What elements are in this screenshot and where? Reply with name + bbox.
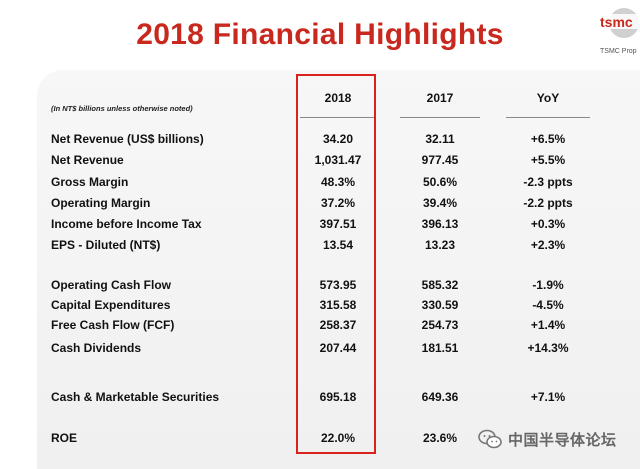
watermark: 中国半导体论坛 bbox=[478, 428, 617, 450]
tsmc-logo: tsmc bbox=[598, 8, 640, 38]
value-2017: 585.32 bbox=[421, 278, 459, 292]
value-2017: 254.73 bbox=[421, 318, 459, 332]
value-2018: 34.20 bbox=[322, 132, 354, 146]
table-row: Net Revenue (US$ billions) 34.20 32.11 +6.5… bbox=[0, 132, 640, 148]
value-2018: 258.37 bbox=[319, 318, 357, 332]
value-2018: 207.44 bbox=[319, 341, 357, 355]
column-header-yoy: YoY bbox=[506, 84, 590, 118]
column-header-2017: 2017 bbox=[400, 84, 480, 118]
value-2018: 48.3% bbox=[320, 175, 356, 189]
logo-caption: TSMC Prop bbox=[600, 48, 637, 55]
value-2018: 573.95 bbox=[319, 278, 357, 292]
value-2017: 181.51 bbox=[421, 341, 459, 355]
row-label: ROE bbox=[51, 431, 78, 445]
table-row: Cash & Marketable Securities 695.18 649.36… bbox=[0, 390, 640, 406]
value-2018: 315.58 bbox=[319, 298, 357, 312]
units-note: (In NT$ billions unless otherwise noted) bbox=[51, 104, 193, 113]
value-2018: 1,031.47 bbox=[314, 153, 362, 167]
column-header-2018: 2018 bbox=[300, 84, 376, 118]
value-yoy: +2.3% bbox=[530, 238, 566, 252]
row-label: Net Revenue (US$ billions) bbox=[51, 132, 204, 146]
row-label: Income before Income Tax bbox=[51, 217, 202, 231]
value-yoy: +5.5% bbox=[530, 153, 566, 167]
highlight-box-2018 bbox=[296, 74, 376, 454]
table-row: Income before Income Tax 397.51 396.13 +0.3… bbox=[0, 217, 640, 233]
row-label: Net Revenue bbox=[51, 153, 124, 167]
logo-wordmark: tsmc bbox=[600, 14, 633, 30]
row-label: Free Cash Flow (FCF) bbox=[51, 318, 175, 332]
value-yoy: +7.1% bbox=[530, 390, 566, 404]
table-row: ROE 22.0% 23.6% bbox=[0, 431, 640, 447]
table-panel bbox=[37, 70, 640, 469]
value-2018: 695.18 bbox=[319, 390, 357, 404]
value-2017: 649.36 bbox=[421, 390, 459, 404]
value-2017: 50.6% bbox=[422, 175, 458, 189]
value-2017: 23.6% bbox=[422, 431, 458, 445]
value-yoy: +1.4% bbox=[530, 318, 566, 332]
value-2017: 39.4% bbox=[422, 196, 458, 210]
table-row: Operating Cash Flow 573.95 585.32 -1.9% bbox=[0, 278, 640, 294]
watermark-text: 中国半导体论坛 bbox=[508, 431, 617, 449]
row-label: Operating Cash Flow bbox=[51, 278, 172, 292]
row-label: EPS - Diluted (NT$) bbox=[51, 238, 161, 252]
table-row: Cash Dividends 207.44 181.51 +14.3% bbox=[0, 341, 640, 357]
table-row: Capital Expenditures 315.58 330.59 -4.5% bbox=[0, 298, 640, 314]
value-2017: 977.45 bbox=[421, 153, 459, 167]
value-yoy: +0.3% bbox=[530, 217, 566, 231]
value-yoy: -2.3 ppts bbox=[523, 175, 573, 189]
row-label: Capital Expenditures bbox=[51, 298, 171, 312]
row-label: Operating Margin bbox=[51, 196, 151, 210]
value-2017: 32.11 bbox=[425, 132, 455, 146]
table-row: Free Cash Flow (FCF) 258.37 254.73 +1.4% bbox=[0, 318, 640, 334]
table-row: Operating Margin 37.2% 39.4% -2.2 ppts bbox=[0, 196, 640, 212]
value-2017: 13.23 bbox=[424, 238, 456, 252]
value-2018: 13.54 bbox=[322, 238, 354, 252]
value-2017: 396.13 bbox=[421, 217, 459, 231]
value-yoy: -4.5% bbox=[532, 298, 564, 312]
value-yoy: +6.5% bbox=[530, 132, 566, 146]
table-row: Gross Margin 48.3% 50.6% -2.3 ppts bbox=[0, 175, 640, 191]
value-2018: 22.0% bbox=[320, 431, 356, 445]
value-yoy: -1.9% bbox=[532, 278, 564, 292]
table-row: EPS - Diluted (NT$) 13.54 13.23 +2.3% bbox=[0, 238, 640, 254]
table-row: Net Revenue 1,031.47 977.45 +5.5% bbox=[0, 153, 640, 169]
wechat-icon bbox=[478, 429, 502, 449]
value-2017: 330.59 bbox=[421, 298, 459, 312]
row-label: Cash Dividends bbox=[51, 341, 142, 355]
value-yoy: -2.2 ppts bbox=[523, 196, 573, 210]
slide-title: 2018 Financial Highlights bbox=[136, 18, 504, 51]
row-label: Cash & Marketable Securities bbox=[51, 390, 220, 404]
value-2018: 397.51 bbox=[319, 217, 357, 231]
value-yoy: +14.3% bbox=[527, 341, 569, 355]
row-label: Gross Margin bbox=[51, 175, 129, 189]
value-2018: 37.2% bbox=[320, 196, 356, 210]
